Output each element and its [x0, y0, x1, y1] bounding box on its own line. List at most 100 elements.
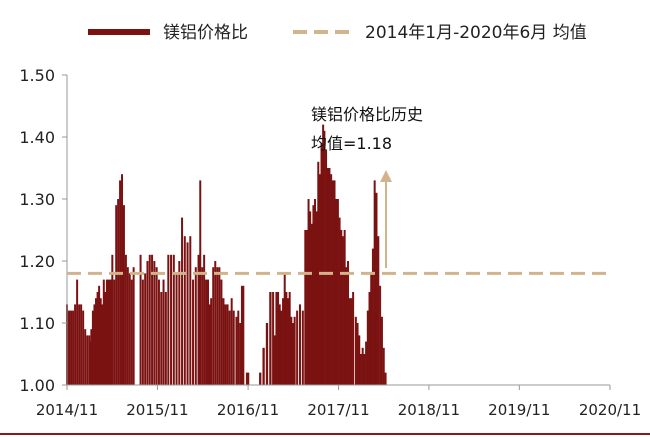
plot-area: 1.00 1.10 1.20 1.30 1.40 1.50 2014/11 2015/11 20…	[19, 66, 641, 419]
bar	[141, 279, 144, 385]
bar	[314, 199, 317, 385]
bar	[167, 254, 170, 385]
bar	[183, 236, 186, 385]
bar	[245, 372, 250, 385]
bar	[95, 298, 98, 385]
bar	[310, 223, 313, 385]
bar	[109, 279, 112, 385]
bar	[326, 168, 329, 385]
bar	[88, 341, 91, 385]
x-tick-label: 2016/11	[217, 401, 279, 419]
bar	[356, 323, 359, 385]
bar	[361, 347, 364, 385]
bar	[194, 267, 197, 385]
bar	[359, 354, 362, 385]
bar	[132, 267, 135, 385]
bar	[377, 236, 380, 385]
bar	[309, 211, 312, 385]
bar	[304, 230, 307, 385]
bar	[325, 149, 328, 385]
bar	[312, 205, 315, 385]
bar	[98, 285, 101, 385]
y-tick-label: 1.10	[19, 314, 55, 333]
bar	[224, 304, 227, 385]
bar	[130, 279, 133, 385]
bar	[368, 292, 371, 385]
bar	[113, 279, 116, 385]
bar	[124, 254, 127, 385]
bar	[298, 304, 301, 385]
bar	[370, 273, 373, 385]
bar	[262, 347, 265, 385]
annotation-arrowhead	[380, 170, 392, 182]
bar	[328, 168, 331, 385]
bar	[101, 304, 104, 385]
bar	[175, 273, 178, 385]
bar	[146, 261, 149, 385]
bar	[366, 310, 369, 385]
bar	[265, 323, 269, 385]
bar	[379, 285, 382, 385]
bar	[119, 180, 122, 385]
bar	[320, 143, 323, 385]
bar	[305, 230, 308, 385]
bar	[68, 310, 71, 385]
bar	[170, 254, 173, 385]
bar	[318, 174, 321, 385]
legend-mean-label: 2014年1月-2020年6月 均值	[365, 23, 587, 43]
bar	[102, 279, 105, 385]
bar	[186, 242, 189, 385]
bar	[323, 130, 326, 385]
bar	[278, 304, 281, 385]
bar	[218, 267, 221, 385]
bar	[277, 292, 280, 385]
bar	[220, 279, 223, 385]
bar	[160, 292, 163, 385]
bar	[382, 347, 385, 385]
bar	[153, 261, 156, 385]
bar	[292, 323, 294, 385]
x-tick-label: 2019/11	[488, 401, 550, 419]
bar	[341, 236, 344, 385]
bar	[288, 292, 291, 385]
bar	[363, 354, 366, 385]
bar	[104, 292, 107, 385]
bar	[290, 316, 293, 385]
bar	[192, 279, 195, 385]
bar	[230, 298, 233, 385]
bar	[162, 279, 165, 385]
bar	[371, 248, 374, 385]
bar	[259, 372, 262, 385]
bar	[76, 279, 79, 385]
bar	[228, 310, 231, 385]
bar	[296, 310, 299, 385]
bar	[354, 316, 357, 385]
bar	[126, 267, 129, 385]
bar	[214, 261, 217, 385]
bar	[172, 254, 175, 385]
bar	[212, 267, 215, 385]
bar	[80, 304, 83, 385]
bar	[128, 273, 131, 385]
bar	[93, 304, 96, 385]
bar	[178, 261, 181, 385]
bar	[70, 310, 73, 385]
annotation: 镁铝价格比历史 均值=1.18	[311, 105, 423, 268]
bar	[335, 199, 338, 385]
bar	[331, 180, 334, 385]
bar	[144, 273, 147, 385]
bar	[375, 192, 378, 385]
y-tick-label: 1.30	[19, 190, 55, 209]
bar	[96, 292, 99, 385]
bar	[99, 298, 102, 385]
bar	[115, 205, 118, 385]
legend: 镁铝价格比 2014年1月-2020年6月 均值	[88, 23, 587, 43]
annotation-line1: 镁铝价格比历史	[311, 105, 423, 124]
bar	[78, 304, 81, 385]
bar	[205, 279, 208, 385]
bar	[283, 273, 286, 385]
x-tick-label: 2014/11	[36, 401, 98, 419]
bar	[91, 310, 94, 385]
bar	[240, 285, 245, 385]
